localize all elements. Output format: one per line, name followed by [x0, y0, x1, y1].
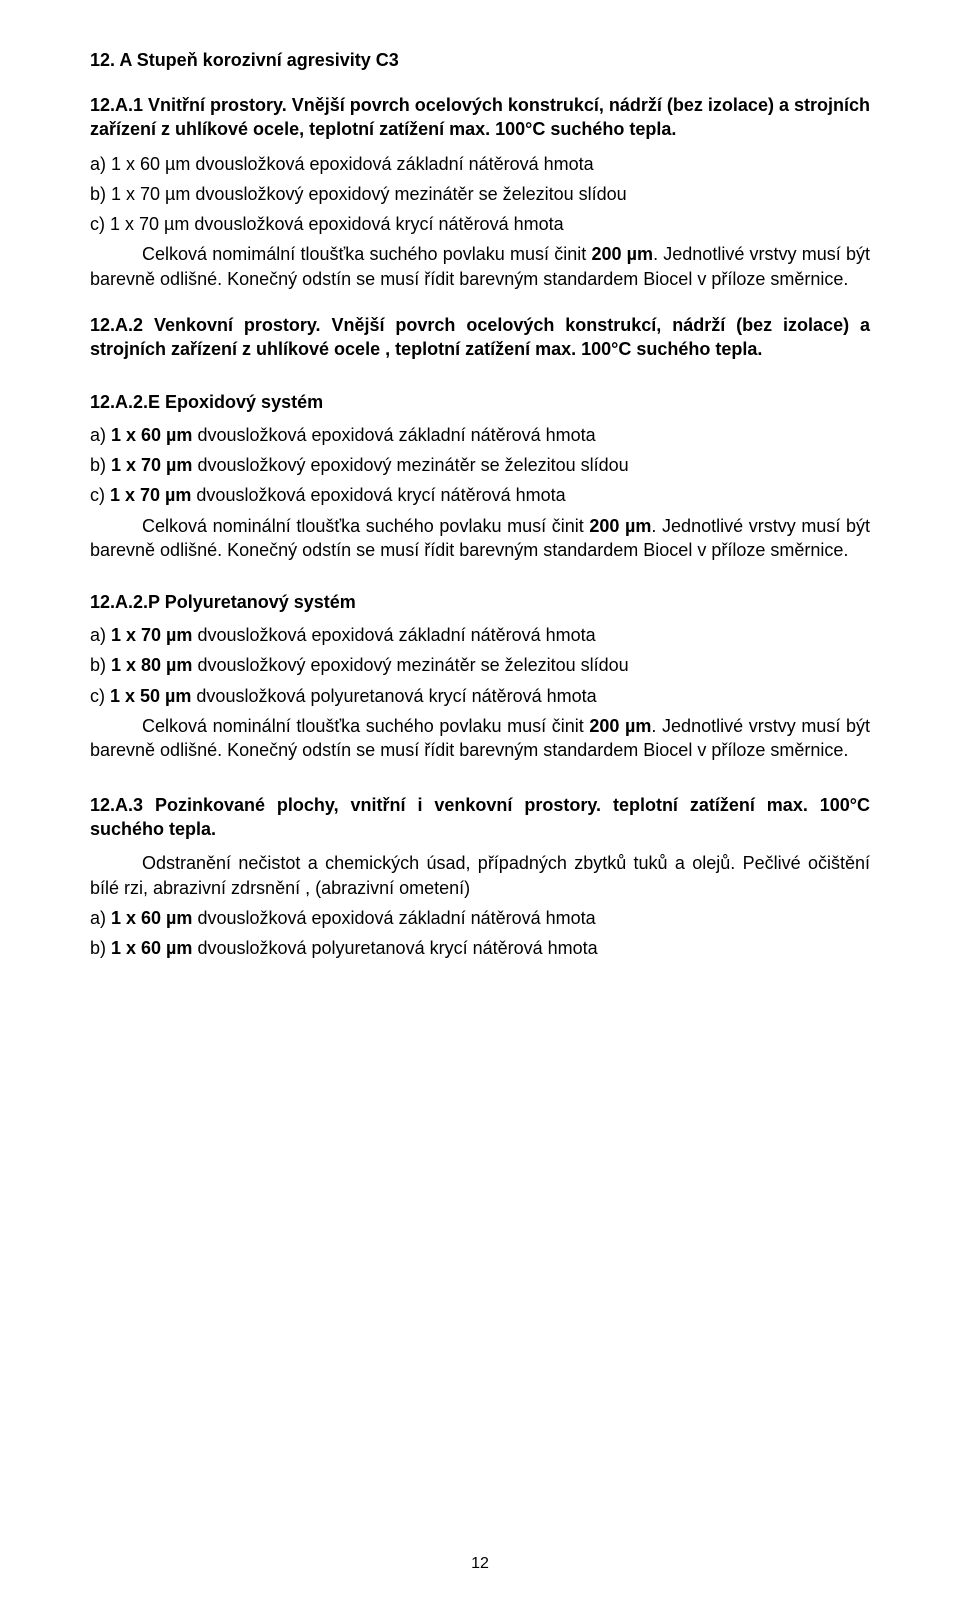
note-pre: Celková nominální tloušťka suchého povla…	[142, 516, 589, 536]
text-a-unit: µm	[165, 154, 190, 174]
item-12a1-b: b) 1 x 70 µm dvousložkový epoxidový mezi…	[90, 182, 870, 206]
text-c-post: dvousložková polyuretanová krycí nátěrov…	[191, 686, 596, 706]
note-12a1: Celková nomimální tloušťka suchého povla…	[90, 242, 870, 291]
text-c-pre: c)	[90, 485, 110, 505]
note-pre: Celková nomimální tloušťka suchého povla…	[142, 244, 591, 264]
text-a-post: dvousložková epoxidová základní nátěrová…	[192, 908, 595, 928]
heading-12a3: 12.A.3 Pozinkované plochy, vnitřní i ven…	[90, 793, 870, 842]
text-a-pre: a) 1 x 60	[90, 154, 165, 174]
text-a-pre: a)	[90, 625, 111, 645]
text-b-unit: µm	[165, 184, 190, 204]
page-number: 12	[0, 1555, 960, 1573]
text-c-pre: c)	[90, 686, 110, 706]
text-a-pre: a)	[90, 425, 111, 445]
block-12a3: 12.A.3 Pozinkované plochy, vnitřní i ven…	[90, 793, 870, 961]
note-bold: 200 µm	[589, 516, 651, 536]
document-page: 12. A Stupeň korozivní agresivity C3 12.…	[0, 0, 960, 1601]
text-c-bold: 1 x 50 µm	[110, 686, 191, 706]
text-b-bold: 1 x 60 µm	[111, 938, 192, 958]
block-12a2-heading: 12.A.2 Venkovní prostory. Vnější povrch …	[90, 313, 870, 362]
text-c-post: dvousložková epoxidová krycí nátěrová hm…	[191, 485, 565, 505]
item-12a2e-a: a) 1 x 60 µm dvousložková epoxidová zákl…	[90, 423, 870, 447]
text-b-post: dvousložkový epoxidový mezinátěr se žele…	[192, 455, 628, 475]
item-12a2e-b: b) 1 x 70 µm dvousložkový epoxidový mezi…	[90, 453, 870, 477]
text-b-pre: b) 1 x 70	[90, 184, 165, 204]
note-bold: 200 µm	[591, 244, 653, 264]
text-b-post: dvousložkový epoxidový mezinátěr se žele…	[190, 184, 626, 204]
intro-12a3: Odstranění nečistot a chemických úsad, p…	[90, 851, 870, 900]
note-pre: Celková nominální tloušťka suchého povla…	[142, 716, 589, 736]
text-b-bold: 1 x 70 µm	[111, 455, 192, 475]
heading-12a2p: 12.A.2.P Polyuretanový systém	[90, 592, 870, 613]
section-heading-12a: 12. A Stupeň korozivní agresivity C3	[90, 50, 870, 71]
heading-12a1: 12.A.1 Vnitřní prostory. Vnější povrch o…	[90, 93, 870, 142]
text-c-bold: 1 x 70 µm	[110, 485, 191, 505]
text-c-post: dvousložková epoxidová krycí nátěrová hm…	[189, 214, 563, 234]
item-12a2e-c: c) 1 x 70 µm dvousložková epoxidová kryc…	[90, 483, 870, 507]
item-12a2p-b: b) 1 x 80 µm dvousložkový epoxidový mezi…	[90, 653, 870, 677]
text-c-pre: c) 1 x 70	[90, 214, 164, 234]
text-a-bold: 1 x 60 µm	[111, 425, 192, 445]
text-b-bold: 1 x 80 µm	[111, 655, 192, 675]
text-a-post: dvousložková epoxidová základní nátěrová…	[192, 425, 595, 445]
text-a-post: dvousložková epoxidová základní nátěrová…	[192, 625, 595, 645]
text-a-bold: 1 x 70 µm	[111, 625, 192, 645]
item-12a2p-a: a) 1 x 70 µm dvousložková epoxidová zákl…	[90, 623, 870, 647]
item-12a1-c: c) 1 x 70 µm dvousložková epoxidová kryc…	[90, 212, 870, 236]
block-12a1: 12.A.1 Vnitřní prostory. Vnější povrch o…	[90, 93, 870, 291]
block-12a2e: 12.A.2.E Epoxidový systém a) 1 x 60 µm d…	[90, 392, 870, 562]
note-bold: 200 µm	[589, 716, 651, 736]
text-a-post: dvousložková epoxidová základní nátěrová…	[190, 154, 593, 174]
text-b-post: dvousložková polyuretanová krycí nátěrov…	[192, 938, 597, 958]
text-b-pre: b)	[90, 655, 111, 675]
text-a-bold: 1 x 60 µm	[111, 908, 192, 928]
text-a-pre: a)	[90, 908, 111, 928]
text-c-unit: µm	[164, 214, 189, 234]
block-12a2p: 12.A.2.P Polyuretanový systém a) 1 x 70 …	[90, 592, 870, 762]
item-12a3-a: a) 1 x 60 µm dvousložková epoxidová zákl…	[90, 906, 870, 930]
text-b-post: dvousložkový epoxidový mezinátěr se žele…	[192, 655, 628, 675]
item-12a3-b: b) 1 x 60 µm dvousložková polyuretanová …	[90, 936, 870, 960]
note-12a2p: Celková nominální tloušťka suchého povla…	[90, 714, 870, 763]
heading-12a2e: 12.A.2.E Epoxidový systém	[90, 392, 870, 413]
note-12a2e: Celková nominální tloušťka suchého povla…	[90, 514, 870, 563]
heading-12a2: 12.A.2 Venkovní prostory. Vnější povrch …	[90, 313, 870, 362]
text-b-pre: b)	[90, 455, 111, 475]
item-12a1-a: a) 1 x 60 µm dvousložková epoxidová zákl…	[90, 152, 870, 176]
text-b-pre: b)	[90, 938, 111, 958]
item-12a2p-c: c) 1 x 50 µm dvousložková polyuretanová …	[90, 684, 870, 708]
